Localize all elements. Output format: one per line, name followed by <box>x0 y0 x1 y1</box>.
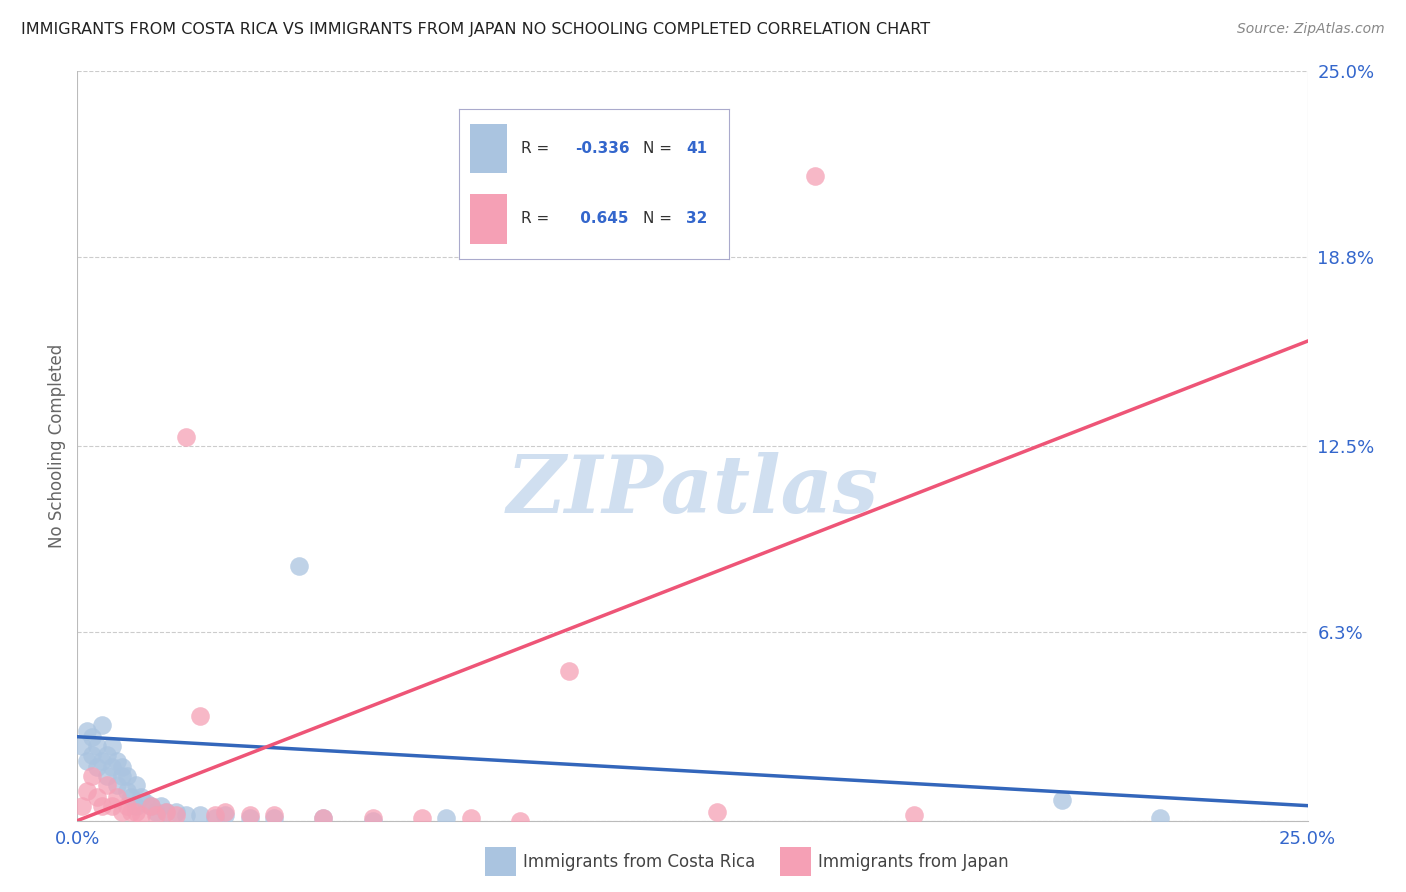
Point <box>121 789 143 804</box>
Point <box>96 747 118 762</box>
Point <box>204 807 226 822</box>
Point <box>86 789 108 804</box>
Point <box>121 805 143 819</box>
Point <box>76 783 98 797</box>
Point <box>706 805 728 819</box>
Point <box>86 760 108 774</box>
Point <box>1149 811 1171 825</box>
Point <box>105 754 128 768</box>
Text: Source: ZipAtlas.com: Source: ZipAtlas.com <box>1237 22 1385 37</box>
Point <box>150 798 173 813</box>
Point <box>101 739 124 753</box>
Point <box>101 760 124 774</box>
Point <box>76 754 98 768</box>
Point <box>90 754 114 768</box>
Point <box>558 664 581 678</box>
Point <box>96 778 118 792</box>
Point <box>111 805 132 819</box>
Point <box>411 811 433 825</box>
Point <box>263 807 285 822</box>
Point <box>263 811 285 825</box>
Text: ZIPatlas: ZIPatlas <box>506 452 879 530</box>
Point <box>145 805 167 819</box>
Point <box>165 805 187 819</box>
Point <box>129 789 153 804</box>
Point <box>111 760 132 774</box>
Point <box>125 778 148 792</box>
Point <box>239 807 262 822</box>
Point <box>1050 792 1073 806</box>
Point <box>82 747 104 762</box>
Point <box>125 798 148 813</box>
Point <box>312 811 335 825</box>
Point <box>129 807 153 822</box>
Point <box>111 769 132 783</box>
Point <box>214 805 236 819</box>
Point <box>509 814 531 828</box>
Y-axis label: No Schooling Completed: No Schooling Completed <box>48 344 66 548</box>
Point <box>101 798 124 813</box>
Point <box>204 811 226 825</box>
Point <box>903 807 925 822</box>
Point <box>165 807 187 822</box>
Point <box>105 789 128 804</box>
Point <box>135 796 157 810</box>
Point <box>155 805 177 819</box>
Point <box>115 769 138 783</box>
Point <box>141 798 163 813</box>
Point <box>174 807 197 822</box>
Point <box>214 807 236 822</box>
Point <box>436 811 458 825</box>
Point <box>460 811 482 825</box>
Point <box>361 814 384 828</box>
Point <box>82 769 104 783</box>
Point <box>76 723 98 738</box>
Point <box>96 769 118 783</box>
Point <box>174 430 197 444</box>
Point <box>312 811 335 825</box>
Text: IMMIGRANTS FROM COSTA RICA VS IMMIGRANTS FROM JAPAN NO SCHOOLING COMPLETED CORRE: IMMIGRANTS FROM COSTA RICA VS IMMIGRANTS… <box>21 22 931 37</box>
Point <box>361 811 384 825</box>
Point <box>115 798 138 813</box>
Point <box>86 739 108 753</box>
Point <box>145 807 167 822</box>
Point <box>239 811 262 825</box>
Text: Immigrants from Costa Rica: Immigrants from Costa Rica <box>523 853 755 871</box>
Point <box>90 717 114 731</box>
Point <box>288 558 311 573</box>
Point <box>804 169 827 184</box>
Point <box>70 739 93 753</box>
Point <box>115 783 138 797</box>
Point <box>141 798 163 813</box>
Point <box>90 798 114 813</box>
Point <box>188 708 212 723</box>
Text: Immigrants from Japan: Immigrants from Japan <box>818 853 1010 871</box>
Point <box>82 730 104 744</box>
Point <box>70 798 93 813</box>
Point <box>188 807 212 822</box>
Point <box>105 778 128 792</box>
Point <box>125 805 148 819</box>
Point <box>155 805 177 819</box>
